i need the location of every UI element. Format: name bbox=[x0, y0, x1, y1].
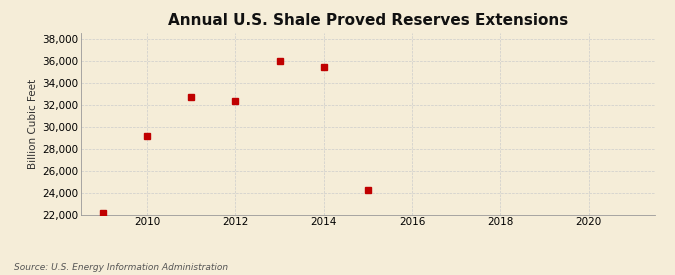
Y-axis label: Billion Cubic Feet: Billion Cubic Feet bbox=[28, 79, 38, 169]
Text: Source: U.S. Energy Information Administration: Source: U.S. Energy Information Administ… bbox=[14, 263, 227, 271]
Title: Annual U.S. Shale Proved Reserves Extensions: Annual U.S. Shale Proved Reserves Extens… bbox=[168, 13, 568, 28]
